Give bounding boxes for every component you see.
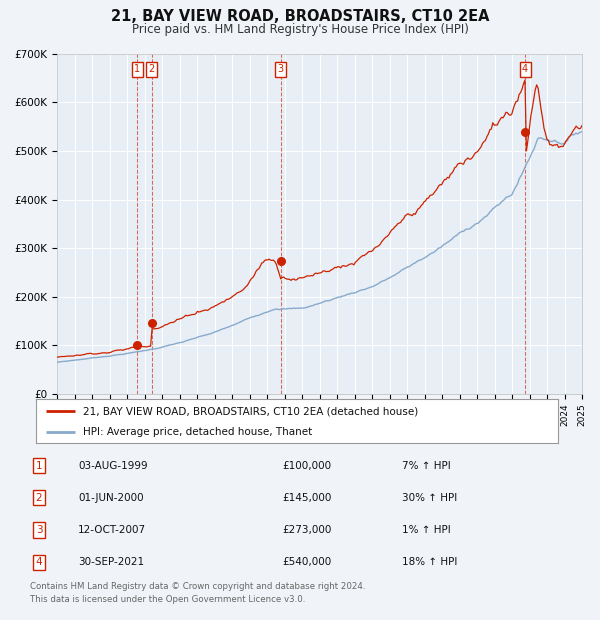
Text: 1: 1 — [134, 64, 140, 74]
Text: This data is licensed under the Open Government Licence v3.0.: This data is licensed under the Open Gov… — [30, 595, 305, 604]
Text: 2: 2 — [35, 493, 43, 503]
Text: 30% ↑ HPI: 30% ↑ HPI — [402, 493, 457, 503]
Text: £100,000: £100,000 — [282, 461, 331, 471]
Text: 21, BAY VIEW ROAD, BROADSTAIRS, CT10 2EA (detached house): 21, BAY VIEW ROAD, BROADSTAIRS, CT10 2EA… — [83, 406, 418, 416]
Text: 12-OCT-2007: 12-OCT-2007 — [78, 525, 146, 535]
Text: 1% ↑ HPI: 1% ↑ HPI — [402, 525, 451, 535]
Text: 18% ↑ HPI: 18% ↑ HPI — [402, 557, 457, 567]
Text: 3: 3 — [35, 525, 43, 535]
Text: 01-JUN-2000: 01-JUN-2000 — [78, 493, 143, 503]
Text: £145,000: £145,000 — [282, 493, 331, 503]
Text: 03-AUG-1999: 03-AUG-1999 — [78, 461, 148, 471]
Text: 4: 4 — [522, 64, 528, 74]
Text: 2: 2 — [149, 64, 155, 74]
Text: HPI: Average price, detached house, Thanet: HPI: Average price, detached house, Than… — [83, 427, 312, 437]
Text: 21, BAY VIEW ROAD, BROADSTAIRS, CT10 2EA: 21, BAY VIEW ROAD, BROADSTAIRS, CT10 2EA — [111, 9, 489, 24]
Text: 1: 1 — [35, 461, 43, 471]
Text: Contains HM Land Registry data © Crown copyright and database right 2024.: Contains HM Land Registry data © Crown c… — [30, 582, 365, 591]
Text: £273,000: £273,000 — [282, 525, 331, 535]
Text: Price paid vs. HM Land Registry's House Price Index (HPI): Price paid vs. HM Land Registry's House … — [131, 23, 469, 36]
Text: £540,000: £540,000 — [282, 557, 331, 567]
Text: 4: 4 — [35, 557, 43, 567]
Text: 30-SEP-2021: 30-SEP-2021 — [78, 557, 144, 567]
Text: 3: 3 — [278, 64, 284, 74]
Text: 7% ↑ HPI: 7% ↑ HPI — [402, 461, 451, 471]
